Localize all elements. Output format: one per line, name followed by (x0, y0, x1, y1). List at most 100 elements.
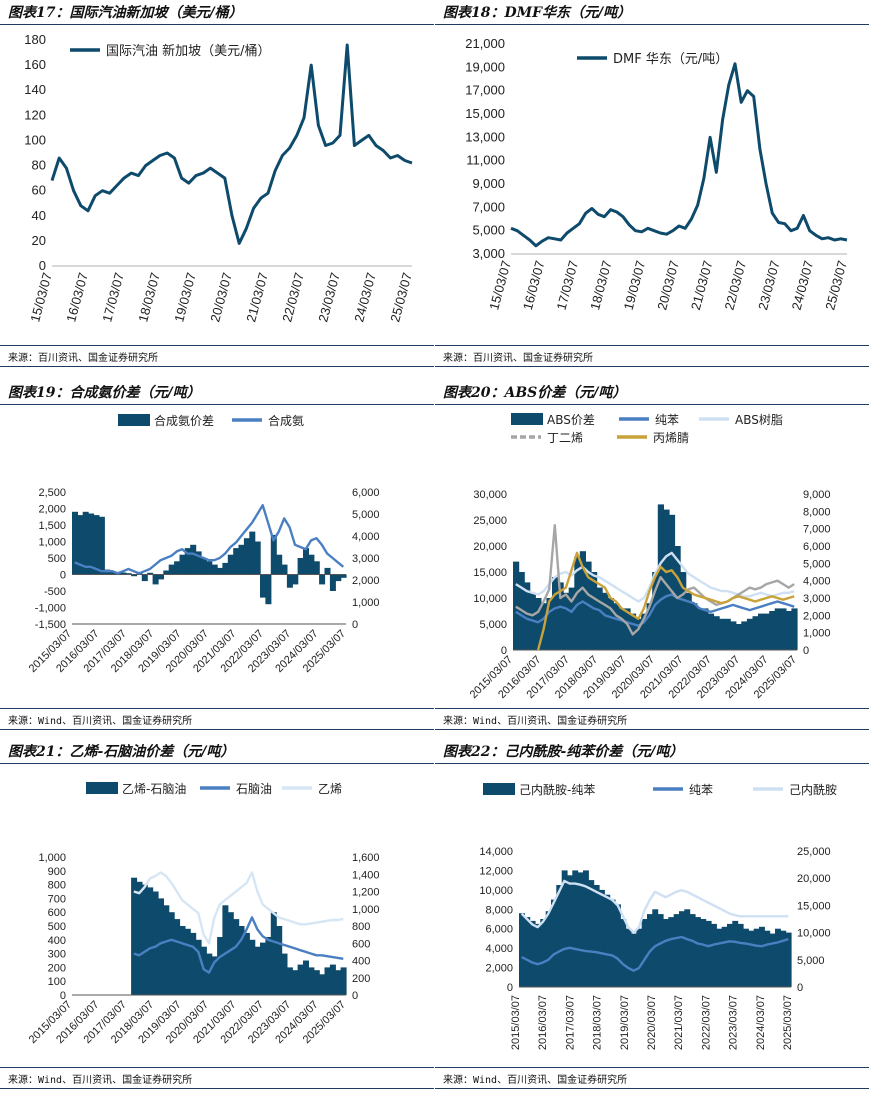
spread-bar (774, 608, 781, 650)
title-bar: 图表18：DMF华东（元/吨） (435, 0, 869, 25)
spread-bar (319, 974, 326, 995)
legend-label: 乙烯 (318, 782, 342, 796)
spread-bar (636, 928, 643, 987)
legend-swatch (86, 782, 118, 794)
spread-bar (759, 926, 765, 987)
spread-bar (702, 608, 709, 650)
spread-bar (179, 926, 186, 995)
y2-tick-label: 8,000 (803, 506, 831, 518)
spread-bar (769, 611, 776, 650)
spread-bar (136, 881, 143, 995)
x-tick-label: 2024/03/07 (755, 995, 767, 1050)
legend-label: 乙烯-石脑油 (122, 782, 186, 796)
y2-tick-label: 5,000 (803, 558, 831, 570)
spread-bar (243, 932, 250, 995)
spread-bar (260, 574, 266, 598)
spread-bar (190, 932, 197, 995)
spread-bar (752, 616, 759, 650)
spread-bar (233, 919, 240, 995)
y-tick-label: -1,500 (35, 619, 66, 631)
y-tick-label: 2,500 (38, 487, 66, 499)
y-tick-label: 140 (24, 82, 46, 97)
spread-bar (168, 912, 175, 995)
y2-tick-label: 7,000 (803, 524, 831, 536)
spread-bar (618, 608, 625, 650)
legend-label: 国际汽油 新加坡（美元/桶） (106, 43, 271, 59)
spread-bar (206, 561, 213, 575)
x-tick-label: 16/03/07 (520, 259, 548, 312)
series-line-2 (133, 871, 344, 945)
x-tick-label: 17/03/07 (554, 259, 582, 312)
y-tick-label: 300 (48, 949, 66, 961)
spread-bar (292, 574, 299, 585)
x-tick-label: 18/03/07 (135, 271, 163, 324)
y2-tick-label: 0 (352, 990, 358, 1002)
spread-bar (673, 914, 680, 987)
spread-bar (679, 911, 685, 987)
x-tick-label: 22/03/07 (279, 271, 307, 324)
spread-bar (141, 884, 148, 995)
y-tick-label: 500 (48, 553, 66, 565)
spread-bar (732, 920, 739, 987)
y2-tick-label: 2,000 (803, 610, 831, 622)
spread-bar (546, 598, 553, 650)
y2-tick-label: 6,000 (803, 541, 831, 553)
spread-bar (620, 919, 627, 987)
spread-bar (763, 613, 770, 650)
source-text: 来源：Wind、百川资讯、国金证券研究所 (443, 716, 628, 727)
y-tick-label: 40 (32, 208, 46, 223)
spread-bar (641, 613, 648, 650)
spread-bar (780, 930, 787, 987)
legend-swatch (511, 413, 543, 425)
spread-bar (758, 613, 765, 650)
x-tick-label: 2022/03/07 (700, 995, 712, 1050)
spread-bar (545, 911, 552, 987)
legend-swatch (483, 783, 515, 795)
spread-bar (785, 611, 793, 650)
spread-bar (109, 571, 116, 575)
spread-bar (200, 558, 207, 575)
y-tick-label: 600 (48, 907, 66, 919)
series-line-1 (133, 916, 344, 974)
y-tick-label: 100 (48, 976, 66, 988)
spread-bar (233, 548, 240, 575)
spread-bar (577, 872, 584, 987)
panel-ethylene-naphtha-spread: 图表21：乙烯-石脑油价差（元/吨） 0 100 200 300 400 500 600 70… (0, 739, 434, 1097)
spread-bar (753, 928, 760, 987)
x-tick-label: 20/03/07 (207, 271, 235, 324)
spread-bar (158, 574, 164, 580)
y-tick-label: 10,000 (473, 593, 507, 605)
spread-bar (270, 912, 277, 995)
spread-bar (147, 572, 154, 575)
y-tick-label: 1,000 (38, 852, 66, 864)
spread-bar (303, 548, 309, 575)
y2-tick-label: 200 (352, 973, 370, 985)
spread-bar (98, 516, 105, 575)
spread-bar (227, 912, 234, 995)
spread-bar (313, 561, 320, 575)
panel-dmf-east-china: 图表18：DMF华东（元/吨） 3,000 5,000 7,000 9,000 11,0… (435, 0, 869, 367)
spread-bar (780, 608, 787, 650)
spread-bar (599, 889, 605, 987)
spread-bar (260, 942, 266, 995)
source-text: 来源：Wind、百川资讯、国金证券研究所 (443, 1075, 628, 1086)
chart-title: 图表18：DMF华东（元/吨） (443, 5, 632, 21)
spread-bar (254, 541, 261, 575)
y-tick-label: 13,000 (465, 129, 505, 144)
y-tick-label: 2,000 (485, 963, 513, 975)
y-tick-label: 30,000 (473, 489, 507, 501)
legend-label: ABS树脂 (735, 412, 783, 427)
x-tick-label: 19/03/07 (171, 271, 199, 324)
y2-tick-label: 0 (797, 982, 803, 994)
x-tick-label: 23/03/07 (755, 259, 783, 312)
chart-dmf-east-china: 3,000 5,000 7,000 9,000 11,000 13,000 15,000 17… (465, 36, 850, 312)
y2-tick-label: 4,000 (352, 531, 380, 543)
spread-bar (222, 562, 229, 575)
spread-bar (324, 967, 331, 995)
y-tick-label: 20 (32, 233, 46, 248)
y-tick-label: 4,000 (485, 943, 513, 955)
spread-bar (335, 574, 342, 582)
title-bar: 图表17：国际汽油新加坡（美元/桶） (0, 0, 434, 25)
spread-bar (265, 937, 272, 995)
spread-bar (179, 554, 186, 575)
